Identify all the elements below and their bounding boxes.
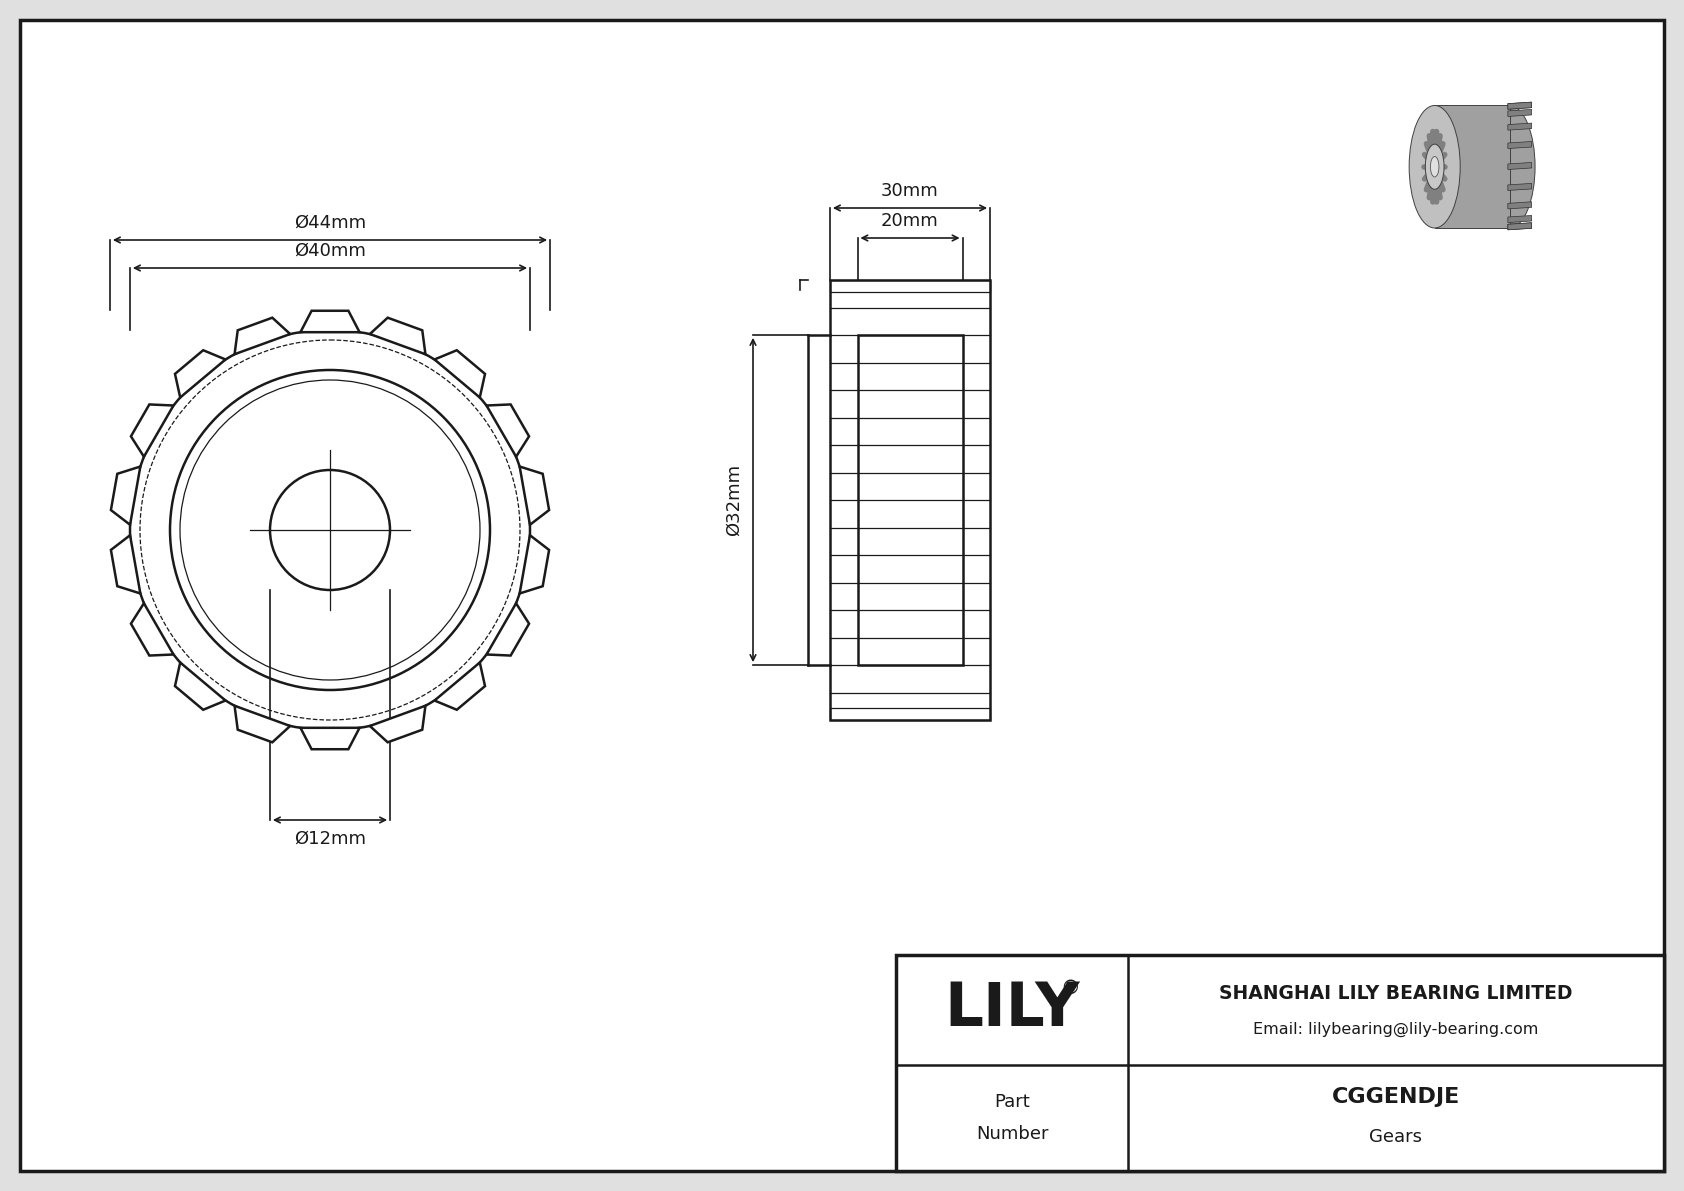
Text: Email: lilybearing@lily-bearing.com: Email: lilybearing@lily-bearing.com: [1253, 1022, 1539, 1037]
Text: 20mm: 20mm: [881, 212, 940, 230]
Polygon shape: [1507, 216, 1532, 223]
Text: Ø12mm: Ø12mm: [295, 830, 365, 848]
Text: LILY: LILY: [945, 980, 1079, 1040]
Bar: [803, 280, 990, 721]
Polygon shape: [234, 318, 290, 354]
Ellipse shape: [1484, 106, 1536, 227]
Polygon shape: [300, 728, 360, 749]
Polygon shape: [131, 405, 173, 456]
Polygon shape: [175, 662, 226, 710]
Polygon shape: [1507, 162, 1532, 169]
Ellipse shape: [1410, 106, 1460, 227]
Bar: [830, 707, 990, 721]
Bar: [896, 955, 1664, 1171]
Polygon shape: [1507, 110, 1532, 117]
Bar: [857, 335, 963, 665]
Text: Ø40mm: Ø40mm: [295, 242, 365, 260]
Polygon shape: [370, 706, 426, 742]
Polygon shape: [1507, 102, 1532, 110]
Text: Ø44mm: Ø44mm: [295, 214, 365, 232]
Polygon shape: [487, 405, 529, 456]
Polygon shape: [434, 662, 485, 710]
Polygon shape: [520, 535, 549, 593]
Text: ®: ®: [1061, 979, 1079, 998]
Bar: [1435, 106, 1509, 227]
Polygon shape: [487, 604, 529, 655]
Text: 30mm: 30mm: [881, 182, 940, 200]
Text: Gears: Gears: [1369, 1128, 1423, 1146]
Polygon shape: [234, 706, 290, 742]
Text: Ø32mm: Ø32mm: [726, 464, 743, 536]
Polygon shape: [111, 467, 140, 525]
Polygon shape: [1507, 102, 1532, 110]
Circle shape: [269, 470, 391, 590]
Bar: [830, 280, 990, 292]
Polygon shape: [111, 535, 140, 593]
Ellipse shape: [1425, 144, 1445, 189]
Polygon shape: [175, 350, 226, 398]
Polygon shape: [1507, 223, 1532, 230]
Bar: [830, 280, 990, 721]
Polygon shape: [131, 604, 173, 655]
Polygon shape: [1507, 201, 1532, 208]
Text: SHANGHAI LILY BEARING LIMITED: SHANGHAI LILY BEARING LIMITED: [1219, 984, 1573, 1003]
Polygon shape: [1507, 123, 1532, 130]
Text: Part: Part: [994, 1093, 1031, 1111]
Polygon shape: [434, 350, 485, 398]
Text: CGGENDJE: CGGENDJE: [1332, 1087, 1460, 1106]
Ellipse shape: [1430, 156, 1438, 177]
Text: Number: Number: [975, 1125, 1047, 1143]
Circle shape: [99, 300, 561, 760]
Polygon shape: [300, 311, 360, 332]
Polygon shape: [1507, 183, 1532, 191]
Circle shape: [130, 330, 530, 730]
Polygon shape: [1507, 142, 1532, 149]
Polygon shape: [370, 318, 426, 354]
Polygon shape: [1507, 223, 1532, 230]
Polygon shape: [520, 467, 549, 525]
